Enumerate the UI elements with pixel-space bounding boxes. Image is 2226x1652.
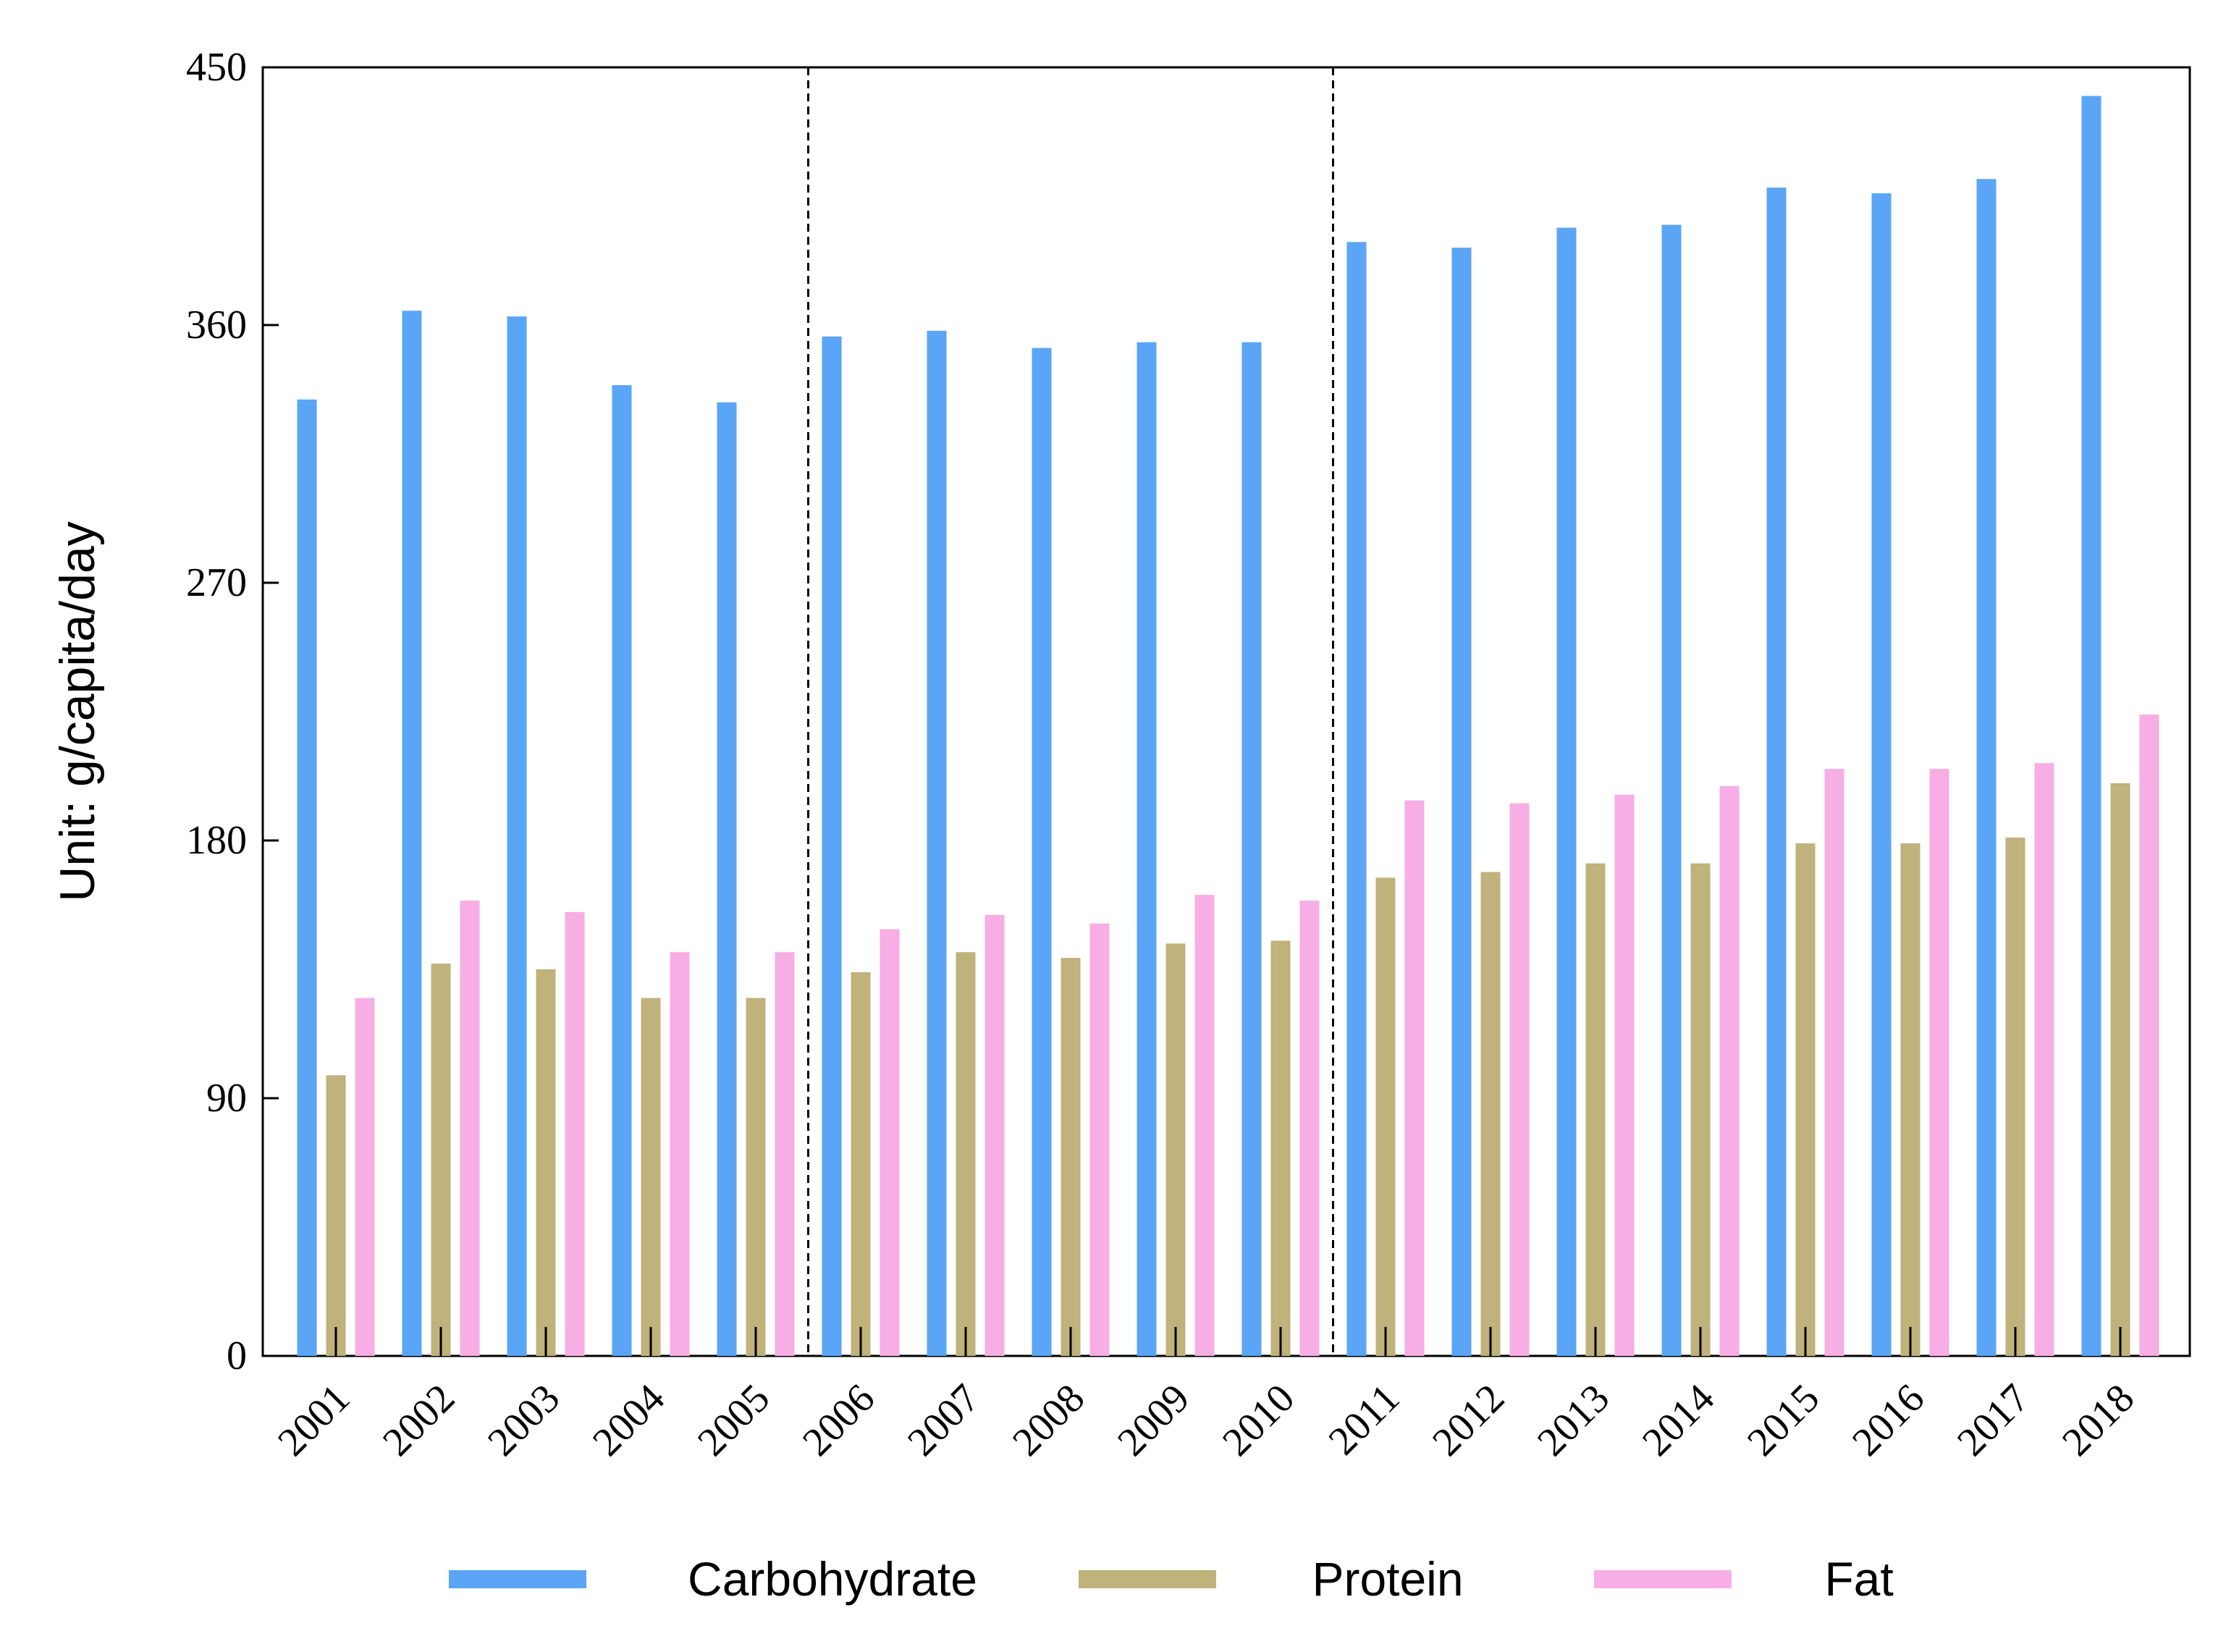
bar-carbohydrate-2003 — [507, 316, 527, 1357]
x-tick-label: 2001 — [269, 1375, 358, 1465]
bar-protein-2002 — [431, 964, 451, 1356]
x-tick-marks — [334, 1327, 2122, 1356]
x-tick-label: 2011 — [1320, 1375, 1409, 1464]
bar-protein-2004 — [641, 998, 661, 1356]
bar-carbohydrate-2007 — [927, 330, 947, 1356]
bar-fat-2018 — [2139, 714, 2159, 1356]
bar-fat-2007 — [985, 914, 1005, 1356]
bar-carbohydrate-2011 — [1346, 242, 1367, 1357]
x-tick-label: 2009 — [1109, 1375, 1198, 1465]
bar-fat-2009 — [1194, 895, 1215, 1356]
y-tick-label: 270 — [186, 560, 247, 605]
bar-protein-2008 — [1061, 958, 1081, 1356]
legend-label-protein: Protein — [1312, 1552, 1463, 1606]
x-tick-label: 2008 — [1004, 1375, 1093, 1465]
y-tick-label: 90 — [206, 1076, 247, 1121]
plot-area — [261, 66, 2191, 1357]
x-tick-label: 2017 — [1949, 1375, 2038, 1465]
x-tick-label: 2003 — [479, 1375, 568, 1465]
x-axis: 2001 2002 2003 2004 2005 2006 2007 2008 2009 2010… — [269, 1375, 2143, 1465]
x-tick-label: 2006 — [794, 1375, 883, 1465]
bar-fat-2017 — [2034, 763, 2054, 1356]
bar-fat-2014 — [1719, 785, 1740, 1356]
bar-protein-2011 — [1375, 877, 1396, 1356]
bar-carbohydrate-2010 — [1241, 342, 1262, 1356]
bar-protein-2015 — [1795, 843, 1816, 1356]
bar-protein-2016 — [1900, 843, 1921, 1356]
bar-fat-2004 — [670, 952, 690, 1356]
bar-protein-2014 — [1690, 863, 1711, 1356]
x-tick-label: 2010 — [1214, 1375, 1303, 1465]
x-tick-label: 2002 — [374, 1375, 463, 1465]
bar-carbohydrate-2001 — [297, 399, 317, 1356]
x-tick-label: 2012 — [1424, 1375, 1513, 1465]
legend: Carbohydrate Protein Fat — [449, 1552, 1894, 1606]
bar-protein-2018 — [2110, 783, 2130, 1356]
bar-carbohydrate-2009 — [1137, 342, 1157, 1356]
bar-fat-2011 — [1404, 800, 1425, 1356]
bar-fat-2003 — [565, 911, 585, 1356]
bar-carbohydrate-2015 — [1766, 187, 1787, 1357]
x-tick-label: 2007 — [899, 1375, 988, 1465]
bar-protein-2010 — [1270, 940, 1291, 1356]
legend-swatch-carbohydrate — [449, 1570, 586, 1588]
bar-carbohydrate-2004 — [612, 385, 632, 1356]
period-dividers — [807, 67, 1334, 1356]
x-tick-label: 2015 — [1739, 1375, 1828, 1465]
y-axis-title: Unit: g/capita/day — [50, 521, 105, 901]
bar-protein-2007 — [956, 952, 976, 1356]
plot-frame — [261, 66, 2191, 1357]
bar-protein-2017 — [2005, 838, 2025, 1356]
bar-carbohydrate-2012 — [1451, 248, 1472, 1357]
bar-carbohydrate-2002 — [402, 311, 422, 1357]
bar-protein-2013 — [1585, 863, 1606, 1356]
x-tick-label: 2013 — [1529, 1375, 1618, 1465]
y-tick-label: 0 — [227, 1333, 247, 1378]
bar-protein-2006 — [851, 972, 871, 1356]
bar-carbohydrate-2014 — [1661, 224, 1682, 1356]
bar-carbohydrate-2018 — [2081, 96, 2101, 1357]
y-axis: 0 90 180 270 360 450 — [186, 45, 279, 1378]
bar-fat-2008 — [1089, 923, 1110, 1356]
bar-carbohydrate-2006 — [822, 336, 842, 1356]
bar-protein-2009 — [1165, 943, 1186, 1356]
bar-fat-2012 — [1509, 803, 1530, 1356]
bar-carbohydrate-2016 — [1871, 193, 1892, 1356]
legend-swatch-protein — [1079, 1570, 1216, 1588]
bar-fat-2016 — [1929, 769, 1949, 1356]
bar-carbohydrate-2008 — [1032, 347, 1052, 1357]
bar-carbohydrate-2005 — [717, 402, 737, 1356]
y-tick-label: 180 — [186, 818, 247, 863]
x-tick-label: 2004 — [584, 1375, 673, 1465]
bar-fat-2001 — [355, 998, 375, 1356]
bar-protein-2005 — [746, 998, 766, 1356]
x-tick-label: 2016 — [1844, 1375, 1933, 1465]
bar-fat-2006 — [880, 929, 900, 1356]
bar-protein-2003 — [536, 969, 556, 1356]
x-tick-label: 2018 — [2054, 1375, 2143, 1465]
y-tick-label: 360 — [186, 303, 247, 347]
y-tick-label: 450 — [186, 45, 247, 90]
x-tick-label: 2014 — [1634, 1375, 1723, 1465]
bar-fat-2005 — [775, 952, 795, 1356]
bars — [297, 96, 2159, 1357]
bar-protein-2012 — [1480, 872, 1501, 1356]
bar-fat-2015 — [1824, 769, 1845, 1356]
bar-carbohydrate-2013 — [1556, 227, 1577, 1356]
bar-carbohydrate-2017 — [1976, 179, 1997, 1357]
x-tick-label: 2005 — [689, 1375, 778, 1465]
bar-fat-2002 — [460, 901, 480, 1356]
bar-fat-2010 — [1299, 901, 1320, 1356]
bar-fat-2013 — [1614, 794, 1635, 1356]
bar-protein-2001 — [326, 1075, 346, 1356]
legend-label-fat: Fat — [1824, 1552, 1893, 1606]
legend-label-carbohydrate: Carbohydrate — [688, 1552, 977, 1606]
legend-swatch-fat — [1594, 1570, 1732, 1588]
